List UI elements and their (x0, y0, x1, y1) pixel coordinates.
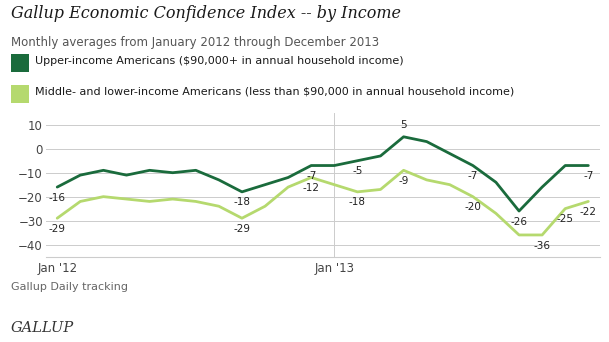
Text: -29: -29 (233, 224, 250, 234)
Text: -18: -18 (233, 197, 250, 207)
Text: -36: -36 (533, 240, 551, 250)
Text: -9: -9 (398, 176, 409, 186)
Text: -25: -25 (557, 214, 574, 224)
Text: -26: -26 (510, 216, 527, 226)
Text: -12: -12 (303, 183, 320, 193)
Text: Upper-income Americans ($90,000+ in annual household income): Upper-income Americans ($90,000+ in annu… (35, 56, 404, 66)
Text: -7: -7 (468, 171, 478, 181)
Text: Gallup Daily tracking: Gallup Daily tracking (11, 282, 128, 292)
Text: Gallup Economic Confidence Index -- by Income: Gallup Economic Confidence Index -- by I… (11, 5, 401, 22)
Text: 5: 5 (400, 120, 407, 130)
Text: -29: -29 (49, 224, 66, 234)
Text: -22: -22 (580, 207, 597, 217)
Text: -18: -18 (349, 197, 366, 207)
Text: Monthly averages from January 2012 through December 2013: Monthly averages from January 2012 throu… (11, 36, 379, 49)
Text: -7: -7 (306, 171, 317, 181)
Text: Middle- and lower-income Americans (less than $90,000 in annual household income: Middle- and lower-income Americans (less… (35, 86, 515, 96)
Text: -20: -20 (465, 202, 481, 212)
Text: GALLUP: GALLUP (11, 321, 74, 336)
Text: -5: -5 (352, 166, 362, 176)
Text: -7: -7 (583, 171, 594, 181)
Text: -16: -16 (49, 193, 66, 202)
